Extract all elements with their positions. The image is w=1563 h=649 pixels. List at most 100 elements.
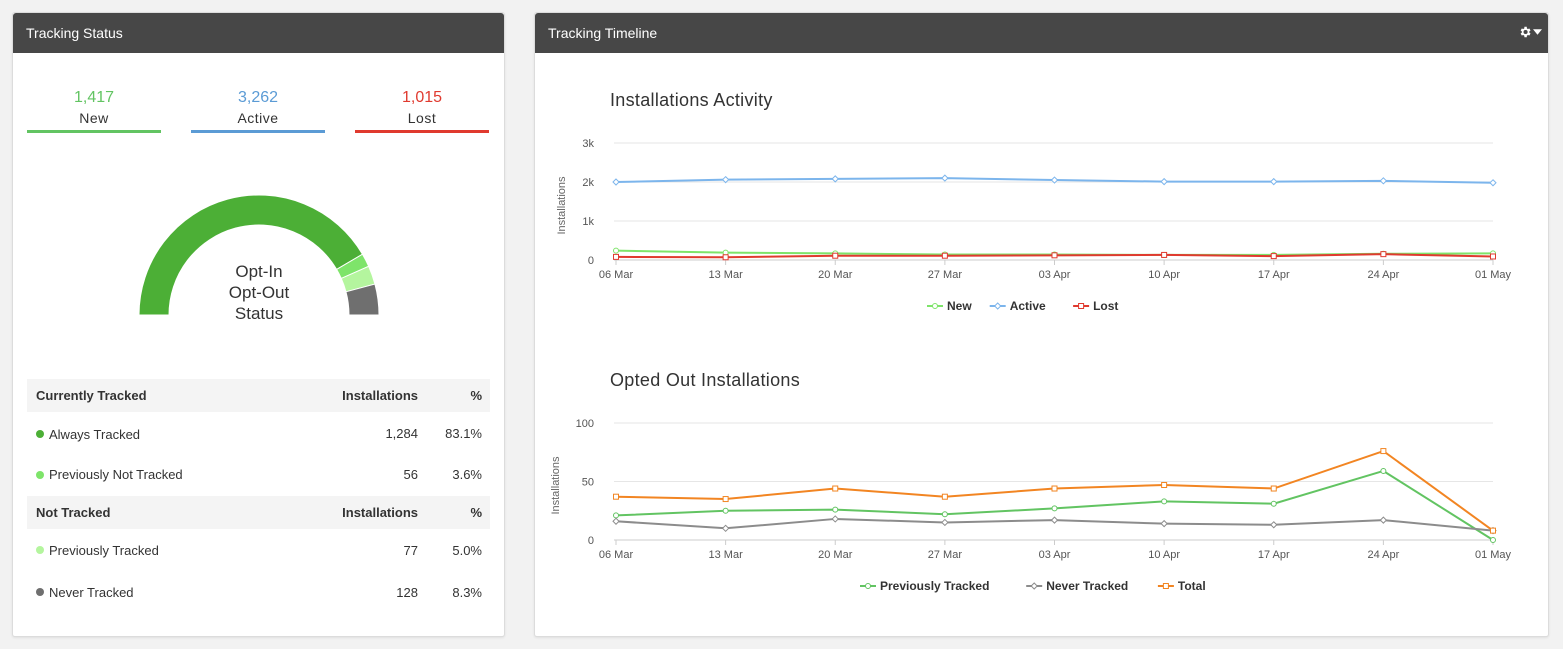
data-point[interactable] bbox=[1050, 516, 1059, 524]
settings-button[interactable] bbox=[1518, 25, 1542, 39]
data-point[interactable] bbox=[1380, 448, 1387, 455]
row-installations: 77 bbox=[403, 542, 418, 558]
legend-dot-icon bbox=[36, 546, 44, 554]
column-installations: Installations bbox=[342, 505, 418, 520]
x-tick-label: 20 Mar bbox=[818, 549, 853, 561]
data-point[interactable] bbox=[1489, 179, 1497, 187]
x-tick-label: 27 Mar bbox=[928, 269, 963, 281]
legend-item-total[interactable]: Total bbox=[1157, 579, 1206, 593]
data-point[interactable] bbox=[831, 175, 839, 183]
table-row[interactable]: Previously Not Tracked 56 3.6% bbox=[27, 454, 490, 495]
data-point[interactable] bbox=[1160, 177, 1168, 186]
tracking-timeline-panel: Tracking Timeline Installations Activity… bbox=[534, 12, 1549, 637]
gauge-label-line-2: Opt-Out bbox=[229, 283, 290, 302]
data-point[interactable] bbox=[941, 252, 948, 259]
row-label: Previously Not Tracked bbox=[49, 467, 183, 482]
data-point[interactable] bbox=[613, 493, 619, 500]
x-tick-label: 10 Apr bbox=[1148, 549, 1180, 561]
legend-item-never-tracked[interactable]: Never Tracked bbox=[1026, 579, 1128, 593]
data-point[interactable] bbox=[832, 485, 839, 492]
data-point[interactable] bbox=[1270, 253, 1277, 260]
table-row[interactable]: Always Tracked 1,284 83.1% bbox=[27, 412, 490, 454]
not-tracked-table: Not Tracked Installations % Previously T… bbox=[27, 496, 490, 613]
x-tick-label: 17 Apr bbox=[1258, 269, 1290, 281]
legend-item-previously-tracked[interactable]: Previously Tracked bbox=[860, 579, 989, 593]
legend-dot-icon bbox=[36, 588, 44, 596]
data-point[interactable] bbox=[1380, 251, 1387, 258]
data-point[interactable] bbox=[1490, 527, 1496, 534]
y-tick-label: 0 bbox=[588, 255, 594, 267]
data-point[interactable] bbox=[722, 496, 729, 503]
y-axis-label: Installations bbox=[550, 456, 562, 515]
data-point[interactable] bbox=[1490, 537, 1496, 543]
data-point[interactable] bbox=[1050, 176, 1059, 184]
x-tick-label: 01 May bbox=[1475, 549, 1512, 561]
data-point[interactable] bbox=[832, 506, 839, 513]
data-point[interactable] bbox=[941, 493, 948, 500]
data-point[interactable] bbox=[1379, 177, 1388, 185]
y-tick-label: 50 bbox=[582, 477, 594, 489]
data-point[interactable] bbox=[831, 515, 839, 523]
data-point[interactable] bbox=[612, 517, 620, 525]
x-tick-label: 24 Apr bbox=[1367, 269, 1399, 281]
stat-lost[interactable]: 1,015 Lost bbox=[355, 89, 489, 133]
table-heading: Not Tracked bbox=[36, 505, 111, 520]
table-header: Currently Tracked Installations % bbox=[27, 379, 490, 412]
data-point[interactable] bbox=[1160, 519, 1168, 528]
data-point[interactable] bbox=[721, 524, 730, 533]
data-point[interactable] bbox=[613, 512, 619, 519]
data-point[interactable] bbox=[722, 507, 729, 514]
chart-title-installations-activity: Installations Activity bbox=[610, 90, 773, 110]
data-point[interactable] bbox=[1161, 251, 1168, 258]
data-point[interactable] bbox=[1161, 482, 1168, 489]
data-point[interactable] bbox=[612, 178, 620, 186]
data-point[interactable] bbox=[941, 518, 949, 527]
data-point[interactable] bbox=[613, 247, 619, 254]
data-point[interactable] bbox=[1380, 467, 1387, 474]
legend-item-active[interactable]: Active bbox=[989, 299, 1046, 313]
chart-legend: Previously Tracked Never Tracked Total bbox=[860, 579, 1206, 593]
svg-text:Active: Active bbox=[1010, 299, 1046, 313]
row-label: Never Tracked bbox=[49, 584, 134, 600]
data-point[interactable] bbox=[1490, 253, 1496, 260]
table-row[interactable]: Previously Tracked 77 5.0% bbox=[27, 529, 490, 571]
table-header: Not Tracked Installations % bbox=[27, 496, 490, 529]
data-point[interactable] bbox=[1051, 252, 1058, 259]
data-point[interactable] bbox=[941, 174, 949, 182]
legend-item-lost[interactable]: Lost bbox=[1073, 299, 1118, 313]
data-point[interactable] bbox=[722, 254, 729, 261]
stat-active-value: 3,262 bbox=[237, 89, 279, 106]
table-row[interactable]: Never Tracked 128 8.3% bbox=[27, 571, 490, 613]
svg-text:Lost: Lost bbox=[1093, 299, 1118, 313]
data-point[interactable] bbox=[1051, 505, 1058, 512]
x-tick-label: 17 Apr bbox=[1258, 549, 1290, 561]
opt-in-opt-out-gauge[interactable]: Opt-In Opt-Out Status bbox=[13, 173, 506, 333]
gauge-segment-always-tracked[interactable] bbox=[138, 194, 364, 316]
gauge-segment-never-tracked[interactable] bbox=[345, 283, 380, 316]
chart-legend: New Active Lost bbox=[927, 299, 1118, 313]
data-point[interactable] bbox=[1379, 516, 1388, 524]
stat-active-label: Active bbox=[237, 110, 279, 126]
legend-dot-icon bbox=[36, 470, 44, 479]
x-tick-label: 06 Mar bbox=[599, 549, 634, 561]
data-point[interactable] bbox=[613, 253, 619, 260]
data-point[interactable] bbox=[1270, 177, 1278, 186]
data-point[interactable] bbox=[721, 175, 730, 184]
data-point[interactable] bbox=[1270, 521, 1278, 529]
data-point[interactable] bbox=[1051, 485, 1058, 492]
data-point[interactable] bbox=[832, 252, 839, 259]
stat-lost-value: 1,015 bbox=[401, 89, 443, 106]
stat-active[interactable]: 3,262 Active bbox=[191, 89, 325, 133]
row-percent: 5.0% bbox=[452, 542, 482, 558]
stat-new-value: 1,417 bbox=[73, 89, 115, 106]
data-point[interactable] bbox=[941, 511, 948, 518]
installations-activity-chart[interactable]: Installations 0 1k 2k 3k 06 Mar 13 Mar 20 Mar 27… bbox=[535, 123, 1548, 338]
data-point[interactable] bbox=[1270, 485, 1277, 492]
opted-out-installations-chart[interactable]: Installations 0 50 100 06 Mar 13 Mar 20 Mar 27 … bbox=[535, 403, 1548, 618]
y-axis-label: Installations bbox=[556, 176, 568, 235]
stat-new[interactable]: 1,417 New bbox=[27, 89, 161, 133]
x-tick-label: 13 Mar bbox=[709, 549, 744, 561]
legend-item-new[interactable]: New bbox=[927, 299, 972, 313]
data-point[interactable] bbox=[1161, 498, 1168, 505]
data-point[interactable] bbox=[1270, 500, 1277, 507]
